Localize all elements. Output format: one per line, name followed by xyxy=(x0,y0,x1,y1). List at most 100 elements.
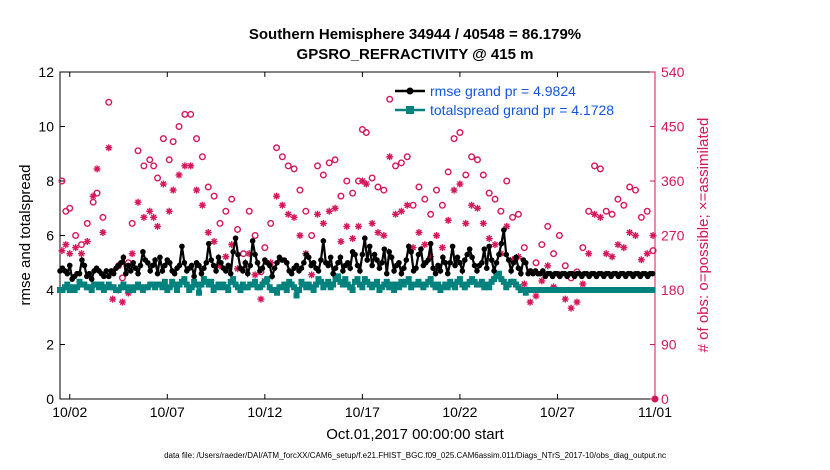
rmse-point xyxy=(486,243,492,250)
totalspread-point xyxy=(193,281,200,288)
rmse-point xyxy=(305,254,312,261)
obs-assimilated-point xyxy=(349,235,357,243)
rmse-point xyxy=(386,249,393,255)
rmse-point xyxy=(123,270,129,277)
rmse-point xyxy=(259,265,266,272)
obs-assimilated-point xyxy=(109,295,117,303)
obs-assimilated-point xyxy=(187,162,195,170)
obs-possible-point xyxy=(193,135,201,143)
totalspread-point xyxy=(237,287,244,293)
legend-label-rmse: rmse grand pr = 4.9824 xyxy=(430,83,576,99)
obs-possible-point xyxy=(159,135,167,143)
rmse-point xyxy=(364,257,371,263)
totalspread-point xyxy=(74,284,81,291)
obs-assimilated-point xyxy=(62,241,70,249)
rmse-point xyxy=(298,265,305,272)
rmse-point xyxy=(103,268,110,274)
obs-possible-point xyxy=(491,195,499,203)
rmse-point xyxy=(132,265,139,272)
obs-assimilated-point xyxy=(362,180,370,188)
obs-possible-point xyxy=(591,162,599,170)
rmse-point xyxy=(191,273,197,280)
obs-possible-point xyxy=(538,241,546,249)
chart-title-line2: GPSRO_REFRACTIVITY @ 415 m xyxy=(296,46,534,63)
obs-assimilated-point xyxy=(319,219,327,227)
obs-possible-point xyxy=(99,213,107,221)
rmse-point xyxy=(398,270,405,277)
rmse-point xyxy=(208,257,214,263)
obs-possible-point xyxy=(140,162,148,170)
rmse-point xyxy=(254,259,261,266)
rmse-point xyxy=(491,268,497,274)
obs-possible-point xyxy=(473,156,481,164)
obs-assimilated-point xyxy=(118,298,126,306)
obs-assimilated-point xyxy=(66,250,74,258)
obs-assimilated-point xyxy=(58,247,66,255)
totalspread-point xyxy=(171,281,178,288)
rmse-point xyxy=(435,262,441,269)
rmse-point xyxy=(464,251,471,258)
obs-assimilated-point xyxy=(124,289,132,297)
obs-possible-point xyxy=(105,98,113,106)
rmse-point xyxy=(469,254,475,261)
totalspread-point xyxy=(444,284,451,291)
obs-assimilated-point xyxy=(427,253,435,261)
rmse-point xyxy=(483,265,490,272)
obs-assimilated-point xyxy=(579,280,587,288)
obs-assimilated-point xyxy=(72,244,80,252)
obs-possible-point xyxy=(175,122,183,130)
rmse-point xyxy=(388,254,395,261)
rmse-point xyxy=(144,259,151,266)
rmse-point xyxy=(230,249,236,255)
obs-assimilated-point xyxy=(165,207,173,215)
totalspread-point xyxy=(374,278,381,285)
rmse-point xyxy=(225,262,232,269)
rmse-point xyxy=(223,268,229,274)
obs-assimilated-point xyxy=(608,253,616,261)
obs-possible-point xyxy=(331,156,339,164)
obs-possible-point xyxy=(392,162,400,170)
obs-assimilated-point xyxy=(450,186,458,194)
totalspread-point xyxy=(342,276,349,283)
rmse-point xyxy=(459,268,466,274)
obs-assimilated-point xyxy=(380,232,388,239)
obs-assimilated-point xyxy=(509,256,517,264)
obs-possible-point xyxy=(72,231,80,239)
obs-possible-point xyxy=(284,162,292,170)
obs-possible-point xyxy=(544,222,552,230)
obs-assimilated-point xyxy=(631,232,639,239)
obs-possible-point xyxy=(273,144,281,152)
rmse-point xyxy=(376,265,383,272)
rmse-point xyxy=(381,246,388,252)
y-right-tick-label: 90 xyxy=(661,337,677,353)
totalspread-point xyxy=(208,278,215,285)
totalspread-point xyxy=(405,276,412,283)
totalspread-point xyxy=(434,281,441,288)
obs-possible-point xyxy=(456,129,464,137)
obs-assimilated-point xyxy=(649,232,657,239)
rmse-point xyxy=(403,257,410,263)
totalspread-point xyxy=(325,278,332,285)
rmse-point xyxy=(218,259,224,266)
obs-possible-point xyxy=(450,135,458,143)
rmse-point xyxy=(359,251,366,258)
obs-possible-point xyxy=(485,189,493,197)
rmse-point xyxy=(481,246,488,252)
rmse-point xyxy=(240,268,246,274)
obs-possible-point xyxy=(325,159,333,167)
rmse-point xyxy=(135,270,141,277)
totalspread-point xyxy=(274,289,281,296)
y-left-tick-label: 6 xyxy=(46,228,54,244)
y-left-axis-label: rmse and totalspread xyxy=(17,165,34,306)
rmse-point xyxy=(101,273,107,280)
rmse-point xyxy=(396,259,402,266)
rmse-point xyxy=(522,259,529,266)
totalspread-point xyxy=(500,278,507,285)
rmse-point xyxy=(110,270,117,277)
rmse-point xyxy=(274,259,280,266)
obs-assimilated-point xyxy=(204,228,212,236)
obs-assimilated-point xyxy=(198,201,206,209)
obs-assimilated-point xyxy=(532,292,540,300)
rmse-point xyxy=(210,262,217,269)
obs-assimilated-point xyxy=(89,192,97,200)
